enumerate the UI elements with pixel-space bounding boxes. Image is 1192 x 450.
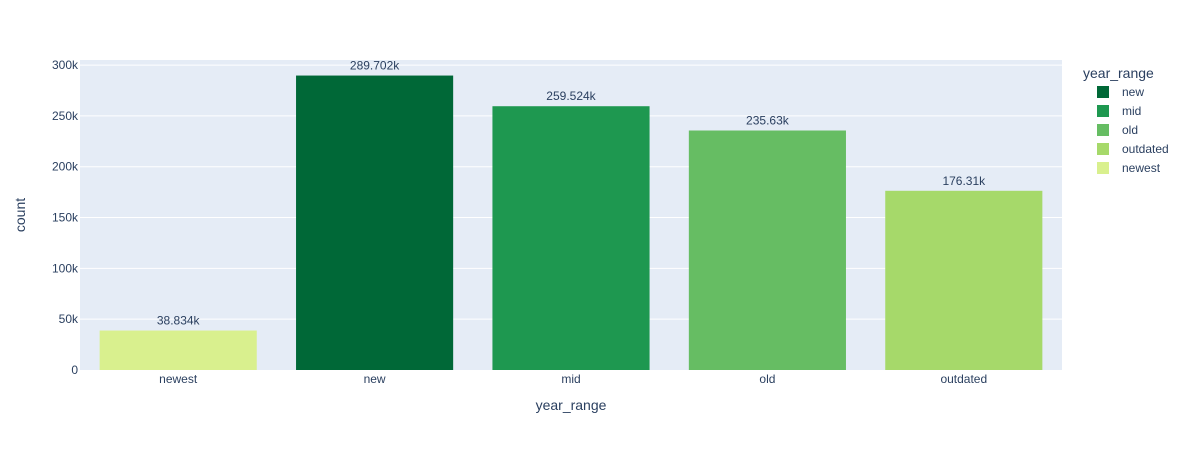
data-labels: 38.834k 289.702k 259.524k 235.63k 176.31k: [157, 59, 986, 328]
bar-new: [296, 75, 454, 370]
legend-swatch-mid: [1097, 105, 1109, 117]
bars: [99, 75, 1043, 371]
data-label-mid: 259.524k: [546, 89, 596, 103]
bar-mid: [492, 106, 650, 371]
data-label-newest: 38.834k: [157, 314, 201, 328]
legend: year_range new mid old outdated newest: [1083, 65, 1169, 175]
legend-swatch-newest: [1097, 162, 1109, 174]
y-tick-label: 250k: [52, 109, 79, 123]
legend-swatch-new: [1097, 86, 1109, 98]
y-tick-label: 200k: [52, 160, 79, 174]
x-tick-label-new: new: [364, 372, 386, 386]
legend-item-new: new: [1122, 85, 1144, 99]
data-label-old: 235.63k: [746, 114, 790, 128]
y-tick-label: 0: [71, 363, 78, 377]
x-axis-title: year_range: [536, 397, 607, 413]
y-axis-title: count: [12, 198, 28, 232]
y-axis-ticks: 0 50k 100k 150k 200k 250k 300k: [52, 58, 79, 377]
legend-item-old: old: [1122, 123, 1138, 137]
legend-swatch-old: [1097, 124, 1109, 136]
legend-item-mid: mid: [1122, 104, 1141, 118]
legend-swatch-outdated: [1097, 143, 1109, 155]
legend-title: year_range: [1083, 65, 1154, 81]
y-tick-label: 150k: [52, 211, 79, 225]
data-label-new: 289.702k: [350, 59, 400, 73]
y-tick-label: 300k: [52, 58, 79, 72]
bar-outdated: [885, 190, 1043, 370]
legend-item-newest: newest: [1122, 161, 1161, 175]
x-tick-label-outdated: outdated: [940, 372, 987, 386]
data-label-outdated: 176.31k: [942, 174, 986, 188]
y-tick-label: 50k: [59, 312, 79, 326]
x-tick-label-old: old: [759, 372, 775, 386]
bar-old: [688, 130, 846, 370]
y-tick-label: 100k: [52, 261, 79, 275]
bar-newest: [99, 330, 257, 370]
x-axis-ticks: newest new mid old outdated: [159, 372, 987, 386]
x-tick-label-newest: newest: [159, 372, 198, 386]
x-tick-label-mid: mid: [561, 372, 580, 386]
legend-item-outdated: outdated: [1122, 142, 1169, 156]
